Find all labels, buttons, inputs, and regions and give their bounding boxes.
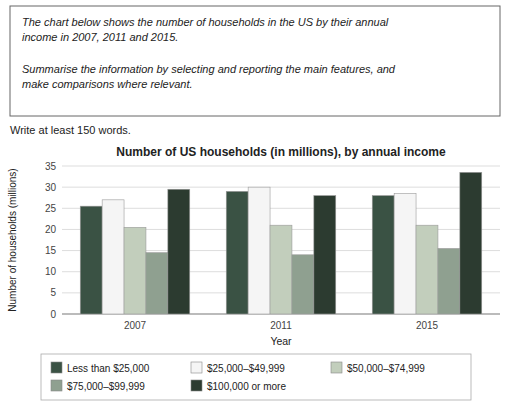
- grid-line: [62, 208, 500, 209]
- task-text: make comparisons where relevant.: [22, 78, 193, 90]
- legend-swatch: [51, 380, 62, 391]
- x-tick-label: 2007: [124, 320, 147, 331]
- bar: [102, 200, 124, 314]
- bar: [270, 225, 292, 314]
- y-tick-label: 20: [45, 224, 57, 235]
- legend-label: $50,000–$74,999: [347, 363, 425, 374]
- y-tick-label: 35: [45, 161, 57, 172]
- bar: [168, 189, 190, 314]
- bar: [146, 253, 168, 314]
- bar: [124, 227, 146, 314]
- bar: [394, 193, 416, 314]
- legend-label: Less than $25,000: [67, 363, 150, 374]
- legend-swatch: [191, 362, 202, 373]
- bar: [292, 255, 314, 314]
- x-tick-label: 2011: [270, 320, 292, 331]
- bar: [80, 206, 102, 314]
- legend: Less than $25,000 $25,000–$49,999 $50,000–…: [41, 354, 471, 400]
- y-axis-label: Number of households (millions): [7, 168, 18, 311]
- legend-label: $75,000–$99,999: [67, 381, 145, 392]
- bar: [226, 191, 248, 314]
- bar: [438, 248, 460, 314]
- bar: [460, 172, 482, 314]
- y-tick-label: 0: [50, 309, 56, 320]
- y-tick-label: 5: [50, 287, 56, 298]
- bar: [416, 225, 438, 314]
- chart: The chart below shows the number of hous…: [0, 0, 512, 419]
- task-text: The chart below shows the number of hous…: [22, 16, 389, 28]
- y-tick-label: 10: [45, 266, 57, 277]
- x-tick-label: 2015: [416, 320, 439, 331]
- legend-swatch: [331, 362, 342, 373]
- task-note: Write at least 150 words.: [10, 124, 131, 136]
- text-box: [10, 6, 500, 116]
- y-tick-label: 15: [45, 245, 57, 256]
- bar: [314, 196, 336, 314]
- y-tick-label: 30: [45, 182, 57, 193]
- bar: [372, 196, 394, 314]
- y-tick-label: 25: [45, 203, 57, 214]
- task-text: Summarise the information by selecting a…: [22, 63, 396, 75]
- legend-label: $100,000 or more: [207, 381, 286, 392]
- legend-swatch: [51, 362, 62, 373]
- legend-label: $25,000–$49,999: [207, 363, 285, 374]
- x-axis-label: Year: [270, 335, 292, 347]
- task-text: income in 2007, 2011 and 2015.: [22, 31, 178, 43]
- title: Number of US households (in millions), b…: [116, 145, 446, 159]
- grid-line: [62, 166, 500, 167]
- legend-swatch: [191, 380, 202, 391]
- legend-frame: [41, 354, 471, 400]
- grid-line: [62, 187, 500, 188]
- bar: [248, 187, 270, 314]
- bars: [80, 172, 482, 314]
